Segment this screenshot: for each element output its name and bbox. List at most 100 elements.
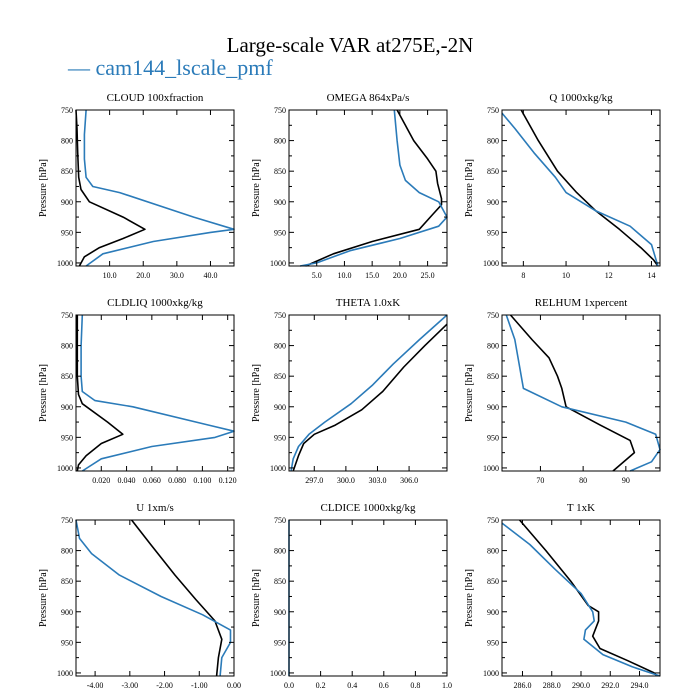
y-tick-label: 950 — [487, 228, 499, 237]
plot-frame — [75, 314, 235, 472]
plot-frame — [288, 519, 448, 677]
y-tick-label: 800 — [274, 342, 286, 351]
y-tick-label: 750 — [61, 106, 73, 115]
series-line-2 — [505, 314, 661, 472]
series-line-2 — [501, 522, 661, 677]
x-tick-label: 0.040 — [118, 476, 136, 485]
panel-title: CLDICE 1000xkg/kg — [320, 502, 416, 514]
panel-title: CLDLIQ 1000xkg/kg — [107, 297, 203, 309]
x-tick-label: 5.0 — [312, 271, 322, 280]
figure-title: Large-scale VAR at275E,-2N — [226, 33, 474, 57]
x-tick-label: 0.0 — [284, 681, 294, 690]
plot-frame — [501, 519, 661, 677]
x-tick-label: 288.0 — [543, 681, 561, 690]
y-tick-label: 800 — [61, 342, 73, 351]
y-tick-label: 750 — [274, 311, 286, 320]
y-tick-label: 850 — [61, 372, 73, 381]
x-tick-label: 30.0 — [170, 271, 184, 280]
y-tick-label: 850 — [487, 372, 499, 381]
y-tick-label: 1000 — [483, 259, 499, 268]
x-tick-label: 0.8 — [410, 681, 420, 690]
y-axis-label: Pressure [hPa] — [251, 569, 262, 627]
x-tick-label: -2.00 — [156, 681, 173, 690]
panel-title: RELHUM 1xpercent — [535, 297, 628, 309]
y-tick-label: 850 — [61, 167, 73, 176]
y-tick-label: 950 — [487, 433, 499, 442]
x-tick-label: 80 — [579, 476, 587, 485]
x-tick-label: 12 — [605, 271, 613, 280]
x-tick-label: 20.0 — [136, 271, 150, 280]
series-line-2 — [290, 314, 448, 472]
y-axis-label: Pressure [hPa] — [464, 364, 475, 422]
y-axis-label: Pressure [hPa] — [38, 159, 49, 217]
panel-title: Q 1000xkg/kg — [549, 92, 613, 104]
panel-8: CLDICE 1000xkg/kg Pressure [hPa] 750 800 850… — [251, 502, 452, 690]
panel-title: THETA 1.0xK — [336, 297, 401, 309]
legend: — cam144_lscale_pmf — [68, 55, 273, 81]
panel-4: CLDLIQ 1000xkg/kg Pressure [hPa] 750 800 850… — [38, 297, 237, 485]
y-tick-label: 750 — [61, 311, 73, 320]
legend-label: cam144_lscale_pmf — [95, 55, 273, 80]
series-line-1 — [520, 109, 659, 267]
y-tick-label: 1000 — [57, 464, 73, 473]
y-tick-label: 1000 — [483, 464, 499, 473]
series-line-2 — [75, 519, 232, 677]
y-tick-label: 750 — [274, 106, 286, 115]
x-tick-label: 14 — [647, 271, 655, 280]
series-line-2 — [299, 109, 448, 267]
x-tick-label: 303.0 — [368, 476, 386, 485]
y-tick-label: 850 — [274, 167, 286, 176]
series-line-2 — [501, 112, 659, 267]
panel-7: U 1xm/s Pressure [hPa] 750 800 850 900 950 1000… — [38, 502, 241, 690]
x-tick-label: 10 — [562, 271, 570, 280]
y-tick-label: 950 — [487, 638, 499, 647]
y-tick-label: 800 — [274, 547, 286, 556]
y-tick-label: 900 — [61, 198, 73, 207]
x-tick-label: 286.0 — [513, 681, 531, 690]
y-tick-label: 900 — [487, 198, 499, 207]
x-tick-label: -1.00 — [191, 681, 208, 690]
plot-frame — [288, 109, 448, 267]
plot-frame — [501, 109, 661, 267]
series-line-1 — [75, 109, 146, 267]
panel-6: RELHUM 1xpercent Pressure [hPa] 750 800 850 9… — [464, 297, 661, 485]
plot-frame — [75, 519, 235, 677]
x-tick-label: 0.00 — [227, 681, 241, 690]
x-tick-label: 1.0 — [442, 681, 452, 690]
x-tick-label: 292.0 — [601, 681, 619, 690]
y-tick-label: 850 — [274, 372, 286, 381]
y-tick-label: 850 — [61, 577, 73, 586]
y-tick-label: 750 — [487, 311, 499, 320]
x-tick-label: 300.0 — [337, 476, 355, 485]
plot-frame — [501, 314, 661, 472]
y-tick-label: 950 — [274, 228, 286, 237]
x-tick-label: 10.0 — [337, 271, 351, 280]
y-axis-label: Pressure [hPa] — [251, 159, 262, 217]
x-tick-label: 15.0 — [365, 271, 379, 280]
y-tick-label: 900 — [487, 403, 499, 412]
legend-line: — — [68, 55, 96, 80]
series-line-2 — [83, 109, 235, 267]
y-tick-label: 850 — [274, 577, 286, 586]
x-tick-label: 10.0 — [103, 271, 117, 280]
x-tick-label: 25.0 — [421, 271, 435, 280]
plot-frame — [75, 109, 235, 267]
y-tick-label: 750 — [274, 516, 286, 525]
series-line-1 — [518, 519, 658, 677]
y-axis-label: Pressure [hPa] — [464, 569, 475, 627]
y-tick-label: 950 — [274, 433, 286, 442]
x-tick-label: 0.120 — [219, 476, 237, 485]
y-axis-label: Pressure [hPa] — [38, 364, 49, 422]
y-axis-label: Pressure [hPa] — [464, 159, 475, 217]
y-tick-label: 850 — [487, 167, 499, 176]
x-tick-label: 290.0 — [572, 681, 590, 690]
y-tick-label: 1000 — [57, 669, 73, 678]
y-tick-label: 800 — [487, 547, 499, 556]
x-tick-label: 0.6 — [379, 681, 389, 690]
y-tick-label: 900 — [61, 403, 73, 412]
x-tick-label: -4.00 — [87, 681, 104, 690]
y-tick-label: 900 — [274, 608, 286, 617]
y-tick-label: 750 — [61, 516, 73, 525]
x-tick-label: 70 — [536, 476, 544, 485]
